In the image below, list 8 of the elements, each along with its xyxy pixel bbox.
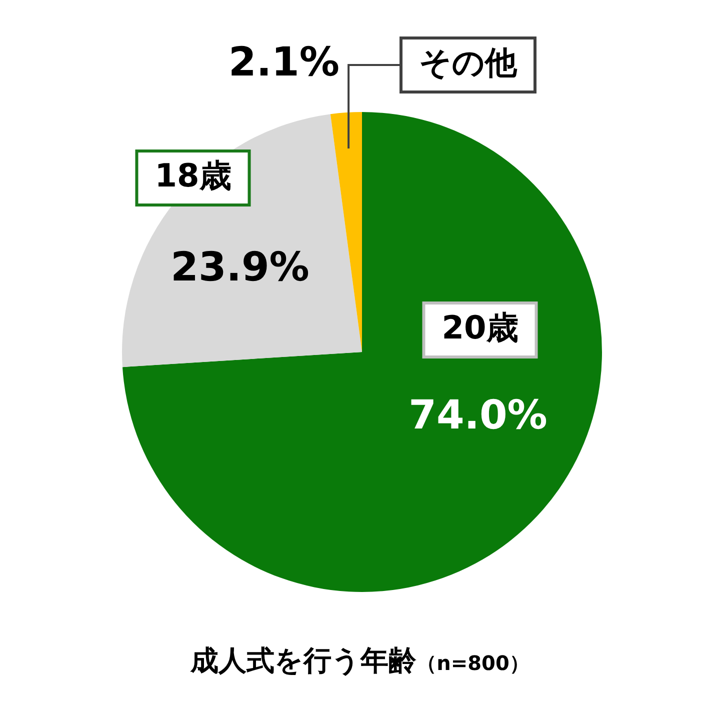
data-label: 23.9%: [170, 244, 310, 290]
slice-label: その他: [419, 43, 518, 82]
text: 成人式を行う年齢: [190, 644, 417, 677]
slice-label: 18歳: [154, 156, 232, 194]
data-label: 2.1%: [228, 39, 340, 86]
data-label: 74.0%: [408, 392, 548, 438]
text: （n=800）: [416, 651, 530, 675]
slice-label: 20歳: [442, 308, 518, 346]
